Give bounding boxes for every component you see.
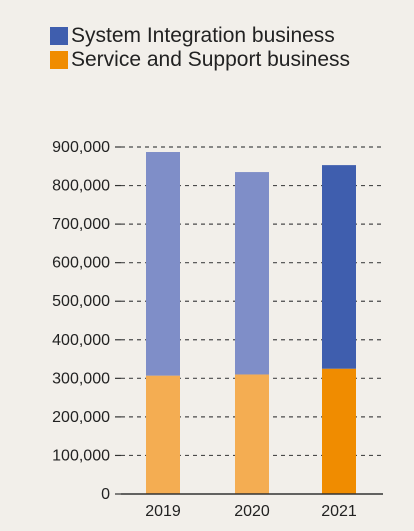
bar-service-support <box>322 368 356 494</box>
legend-swatch-system-integration <box>50 27 68 45</box>
y-tick-label: 200,000 <box>52 409 110 426</box>
y-tick-label: 900,000 <box>52 139 110 156</box>
x-axis-ticks: 2019 2020 2021 <box>145 503 357 520</box>
y-tick-label: 600,000 <box>52 255 110 272</box>
legend-label-system-integration: System Integration business <box>71 24 335 47</box>
y-tick-label: 700,000 <box>52 216 110 233</box>
x-tick-label: 2019 <box>145 503 181 520</box>
y-tick-label: 100,000 <box>52 447 110 464</box>
bar-service-support <box>146 375 180 494</box>
y-tick-label: 0 <box>101 486 110 503</box>
bar-system-integration <box>322 165 356 369</box>
y-tick-label: 400,000 <box>52 332 110 349</box>
bar-service-support <box>235 374 269 494</box>
y-tick-label: 800,000 <box>52 178 110 195</box>
bar-system-integration <box>235 172 269 375</box>
y-tick-label: 500,000 <box>52 293 110 310</box>
legend-item-service-support: Service and Support business <box>50 48 350 72</box>
x-tick-label: 2020 <box>234 503 270 520</box>
x-tick-label: 2021 <box>321 503 357 520</box>
y-tick-label: 300,000 <box>52 370 110 387</box>
legend: System Integration business Service and … <box>50 24 350 72</box>
legend-swatch-service-support <box>50 51 68 69</box>
bar-system-integration <box>146 152 180 376</box>
bars <box>146 152 356 494</box>
legend-label-service-support: Service and Support business <box>71 48 350 71</box>
legend-item-system-integration: System Integration business <box>50 24 350 48</box>
y-axis-ticks: 0 100,000 200,000 300,000 400,000 500,000 600,… <box>52 139 121 503</box>
